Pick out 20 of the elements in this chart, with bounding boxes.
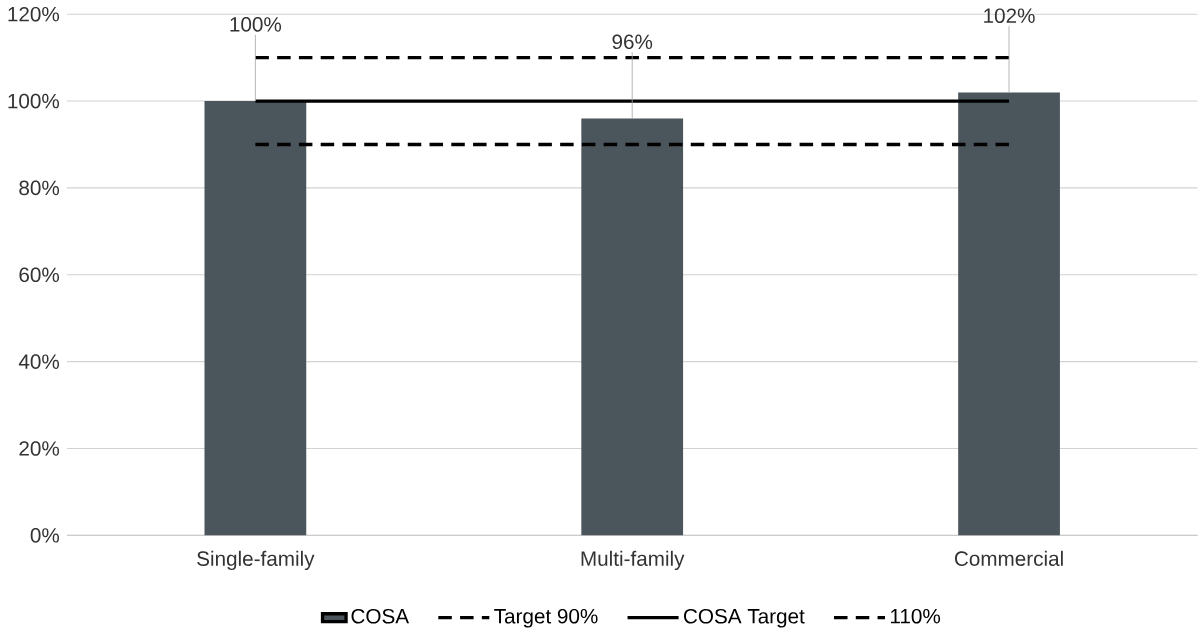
text: 102%: [984, 8, 1035, 24]
bar: [204, 101, 307, 536]
text: 100%: [230, 17, 282, 32]
bar: [581, 118, 684, 536]
y-tick-label: 40%: [18, 354, 60, 369]
text: 96%: [612, 34, 653, 50]
legend-label: COSA: [351, 608, 410, 624]
y-tick-label: 100%: [8, 93, 60, 109]
x-tick-label: Commercial: [954, 550, 1063, 566]
y-tick-label: 0%: [30, 528, 60, 543]
legend-label: 110%: [891, 608, 941, 624]
legend-label: COSA Target: [684, 608, 805, 628]
x-tick-label: Multi-family: [581, 550, 685, 571]
y-tick-label: 60%: [19, 267, 60, 283]
y-tick-label: 120%: [8, 6, 60, 22]
x-tick-label: Single-family: [197, 550, 315, 571]
bar: [958, 92, 1060, 536]
y-tick-label: 20%: [19, 441, 60, 456]
legend-label: Target 90%: [494, 608, 598, 628]
y-tick-label: 80%: [19, 180, 60, 196]
